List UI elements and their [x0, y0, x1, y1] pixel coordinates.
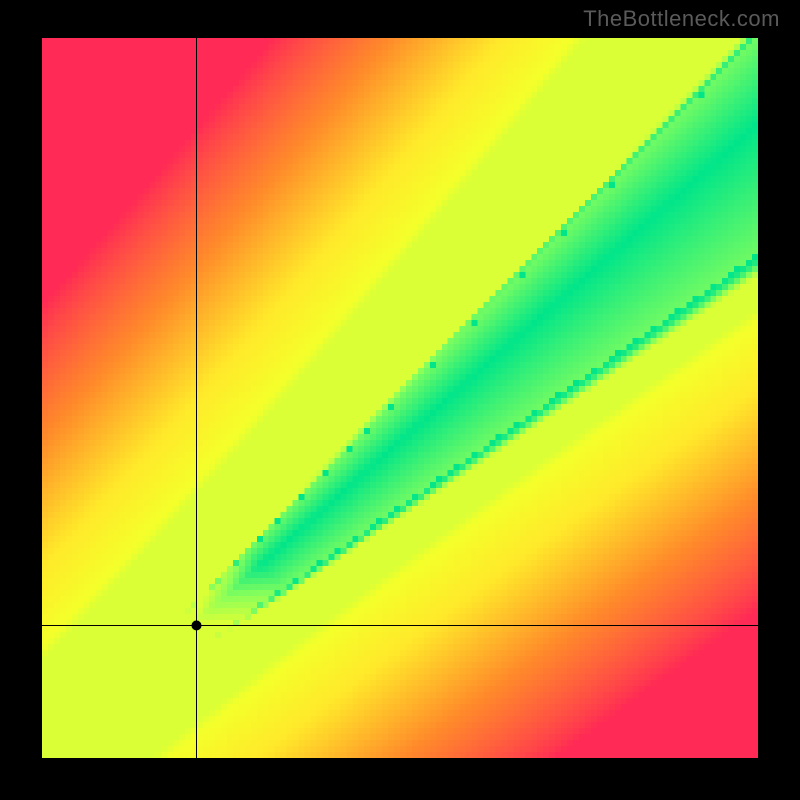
watermark-text: TheBottleneck.com: [583, 6, 780, 32]
crosshair-overlay: [42, 38, 758, 758]
figure-container: TheBottleneck.com: [0, 0, 800, 800]
